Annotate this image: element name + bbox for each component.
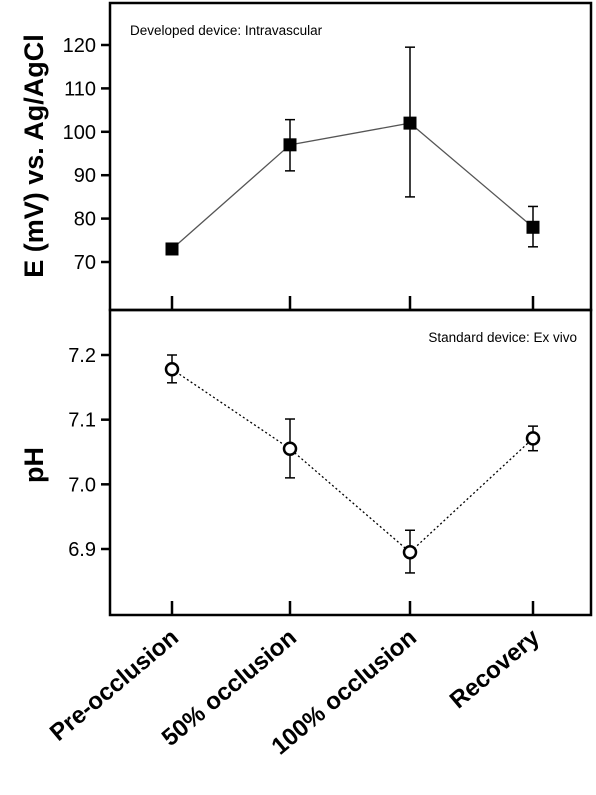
bottom-data-point bbox=[164, 361, 180, 377]
top-series-points bbox=[165, 116, 540, 256]
bottom-y-tick-label: 6.9 bbox=[68, 539, 96, 561]
top-y-tick-label: 120 bbox=[63, 35, 96, 57]
top-series-line bbox=[171, 122, 534, 250]
bottom-annotation: Standard device: Ex vivo bbox=[428, 330, 577, 345]
top-data-point bbox=[165, 242, 179, 256]
top-data-point bbox=[526, 220, 540, 234]
bottom-y-tick-label: 7.1 bbox=[68, 410, 96, 432]
top-y-tick-label: 90 bbox=[74, 165, 96, 187]
top-annotation: Developed device: Intravascular bbox=[130, 23, 323, 38]
bottom-data-point bbox=[402, 544, 418, 560]
x-category-label: Recovery bbox=[445, 623, 546, 714]
top-y-tick-label: 70 bbox=[74, 252, 96, 274]
top-x-ticks bbox=[170, 296, 535, 310]
bottom-data-point bbox=[282, 441, 298, 457]
top-y-tick-label: 80 bbox=[74, 209, 96, 231]
top-y-axis: 70 80 90 100 110 120 bbox=[63, 35, 110, 274]
bottom-y-tick-label: 7.0 bbox=[68, 474, 96, 496]
top-data-point bbox=[283, 138, 297, 152]
bottom-y-axis-title: pH bbox=[19, 447, 49, 483]
bottom-y-axis: 6.9 7.0 7.1 7.2 bbox=[68, 345, 110, 561]
top-data-point bbox=[403, 116, 417, 130]
top-panel-frame bbox=[108, 1, 593, 312]
bottom-error-bars bbox=[167, 354, 538, 574]
top-y-tick-label: 110 bbox=[64, 78, 96, 100]
top-series-polyline bbox=[171, 122, 534, 250]
top-error-bars bbox=[167, 46, 538, 255]
bottom-panel-frame bbox=[108, 308, 593, 617]
bottom-series-polyline bbox=[171, 368, 534, 554]
bottom-data-point bbox=[525, 431, 541, 446]
bottom-x-ticks bbox=[170, 601, 535, 615]
top-y-axis-title: E (mV) vs. Ag/AgCl bbox=[19, 34, 49, 278]
bottom-series-points bbox=[164, 361, 541, 560]
bottom-y-tick-label: 7.2 bbox=[68, 345, 96, 367]
top-y-tick-label: 100 bbox=[63, 122, 96, 144]
bottom-series-line bbox=[171, 368, 534, 554]
